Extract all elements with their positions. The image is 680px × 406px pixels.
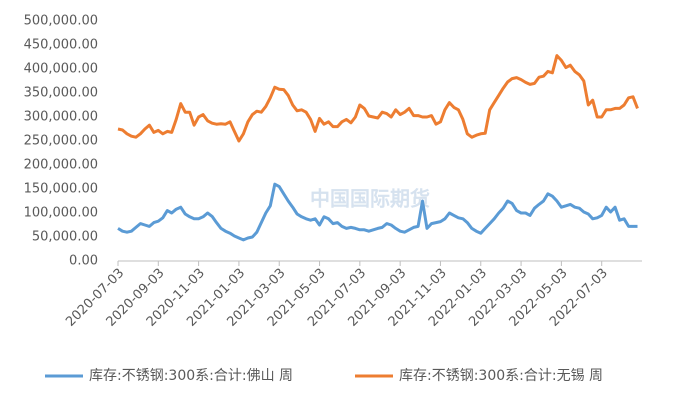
y-tick-label: 50,000.00 [32, 230, 98, 245]
legend-label: 库存:不锈钢:300系:合计:佛山 周 [89, 368, 293, 384]
y-tick-label: 100,000.00 [24, 206, 98, 221]
y-tick-label: 500,000.00 [24, 14, 98, 29]
y-tick-label: 450,000.00 [24, 38, 98, 53]
y-tick-label: 0.00 [69, 254, 98, 269]
y-tick-label: 300,000.00 [24, 110, 98, 125]
y-tick-label: 150,000.00 [24, 182, 98, 197]
legend-label: 库存:不锈钢:300系:合计:无锡 周 [399, 368, 603, 384]
y-tick-label: 350,000.00 [24, 86, 98, 101]
y-tick-label: 200,000.00 [24, 158, 98, 173]
series-line [117, 54, 639, 143]
y-tick-label: 250,000.00 [24, 134, 98, 149]
y-tick-label: 400,000.00 [24, 62, 98, 77]
watermark: 中国国际期货 [310, 187, 430, 211]
series-line [117, 182, 638, 242]
